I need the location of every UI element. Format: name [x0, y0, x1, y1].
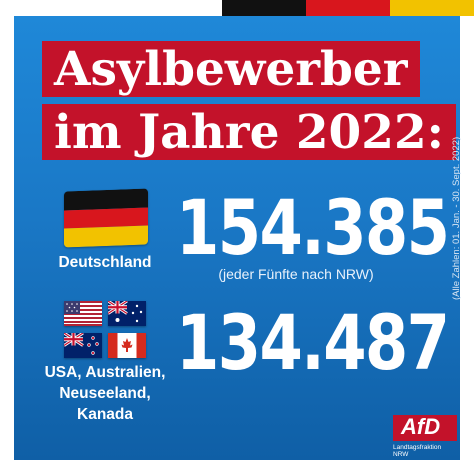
- others-label-line-2: Neuseeland, Kanada: [59, 385, 151, 423]
- title-line-2: im Jahre 2022:: [42, 104, 456, 160]
- afd-logo-subtitle: Landtagsfraktion NRW: [393, 444, 441, 458]
- germany-flag-icon: [64, 188, 148, 248]
- usa-flag-icon: [64, 301, 102, 326]
- germany-number: 154.385: [176, 183, 450, 272]
- german-stripe-black: [222, 0, 306, 16]
- germany-note: (jeder Fünfte nach NRW): [218, 266, 374, 282]
- germany-label: Deutschland: [58, 254, 152, 271]
- afd-logo-sub2: NRW: [393, 451, 409, 458]
- german-stripe-gold: [390, 0, 474, 16]
- others-label-line-1: USA, Australien,: [44, 364, 166, 381]
- title-line-1: Asylbewerber: [42, 41, 420, 97]
- german-stripe-red: [306, 0, 390, 16]
- canada-flag-icon: [108, 333, 146, 358]
- australia-flag-icon: [108, 301, 146, 326]
- afd-logo: AfD Landtagsfraktion NRW: [393, 409, 459, 458]
- others-number: 134.487: [176, 298, 450, 387]
- afd-logo-background: [393, 415, 457, 441]
- source-note: (Alle Zahlen: 01. Jan. - 30. Sept. 2022): [451, 136, 462, 300]
- afd-logo-text: AfD: [401, 414, 441, 439]
- afd-logo-sub1: Landtagsfraktion: [393, 444, 442, 451]
- new-zealand-flag-icon: [64, 333, 102, 358]
- others-label: USA, Australien, Neuseeland, Kanada: [30, 362, 180, 425]
